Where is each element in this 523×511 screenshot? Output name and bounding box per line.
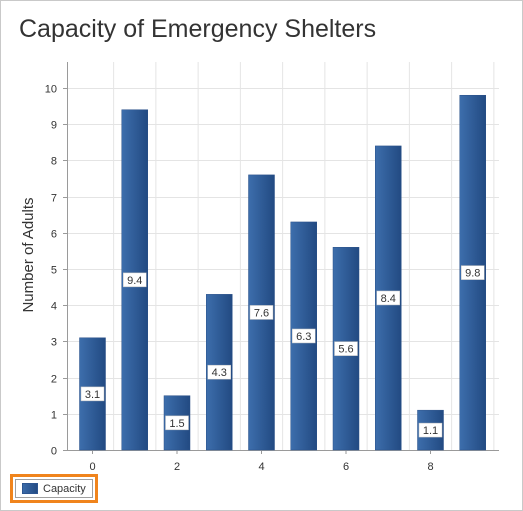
data-label-box xyxy=(80,386,105,402)
x-tick-label: 4 xyxy=(258,461,264,473)
y-tick-label: 8 xyxy=(51,156,57,168)
data-label-box xyxy=(123,272,147,288)
data-label-box xyxy=(418,422,443,438)
y-tick-label: 6 xyxy=(51,229,57,241)
y-tick-label: 10 xyxy=(45,84,57,96)
legend-highlight xyxy=(10,474,98,503)
y-axis-title: Number of Adults xyxy=(20,197,37,312)
data-label: 1.1 xyxy=(423,425,438,437)
data-label: 4.3 xyxy=(212,367,227,379)
y-tick-label: 5 xyxy=(51,265,57,277)
data-label-box xyxy=(461,265,485,280)
data-label: 9.8 xyxy=(465,268,480,280)
y-tick-label: 1 xyxy=(51,410,57,422)
y-tick-label: 3 xyxy=(51,337,57,349)
legend-swatch xyxy=(22,483,38,494)
x-tick-label: 2 xyxy=(174,461,180,473)
data-label: 3.1 xyxy=(85,389,100,401)
data-label-box xyxy=(207,364,231,380)
chart-title: Capacity of Emergency Shelters xyxy=(19,15,377,43)
y-tick-label: 0 xyxy=(51,446,57,458)
data-label: 5.6 xyxy=(338,344,353,356)
data-label: 1.5 xyxy=(169,418,184,430)
x-tick-label: 8 xyxy=(427,461,433,473)
data-label: 9.4 xyxy=(127,275,142,287)
y-tick-label: 7 xyxy=(51,193,57,205)
y-tick-label: 4 xyxy=(51,301,57,313)
data-label-box xyxy=(292,328,316,344)
data-label-box xyxy=(165,415,189,431)
x-tick-label: 0 xyxy=(89,461,95,473)
y-tick-label: 2 xyxy=(51,374,57,386)
x-tick-label: 6 xyxy=(343,461,349,473)
legend[interactable]: Capacity xyxy=(15,479,93,498)
axes: 0 1 2 3 4 5 6 7 8 9 10 0 2 4 6 8 xyxy=(45,62,499,473)
legend-label: Capacity xyxy=(43,482,86,495)
data-label: 7.6 xyxy=(254,307,269,319)
data-label: 8.4 xyxy=(381,293,396,305)
y-tick-label: 9 xyxy=(51,120,57,132)
data-label-box xyxy=(334,341,358,356)
data-label-box xyxy=(249,305,274,320)
data-label-box xyxy=(376,290,400,306)
data-labels: 3.1 9.4 1.5 4.3 7.6 6.3 5.6 8.4 1.1 9.8 xyxy=(80,265,485,438)
data-label: 6.3 xyxy=(296,331,311,343)
